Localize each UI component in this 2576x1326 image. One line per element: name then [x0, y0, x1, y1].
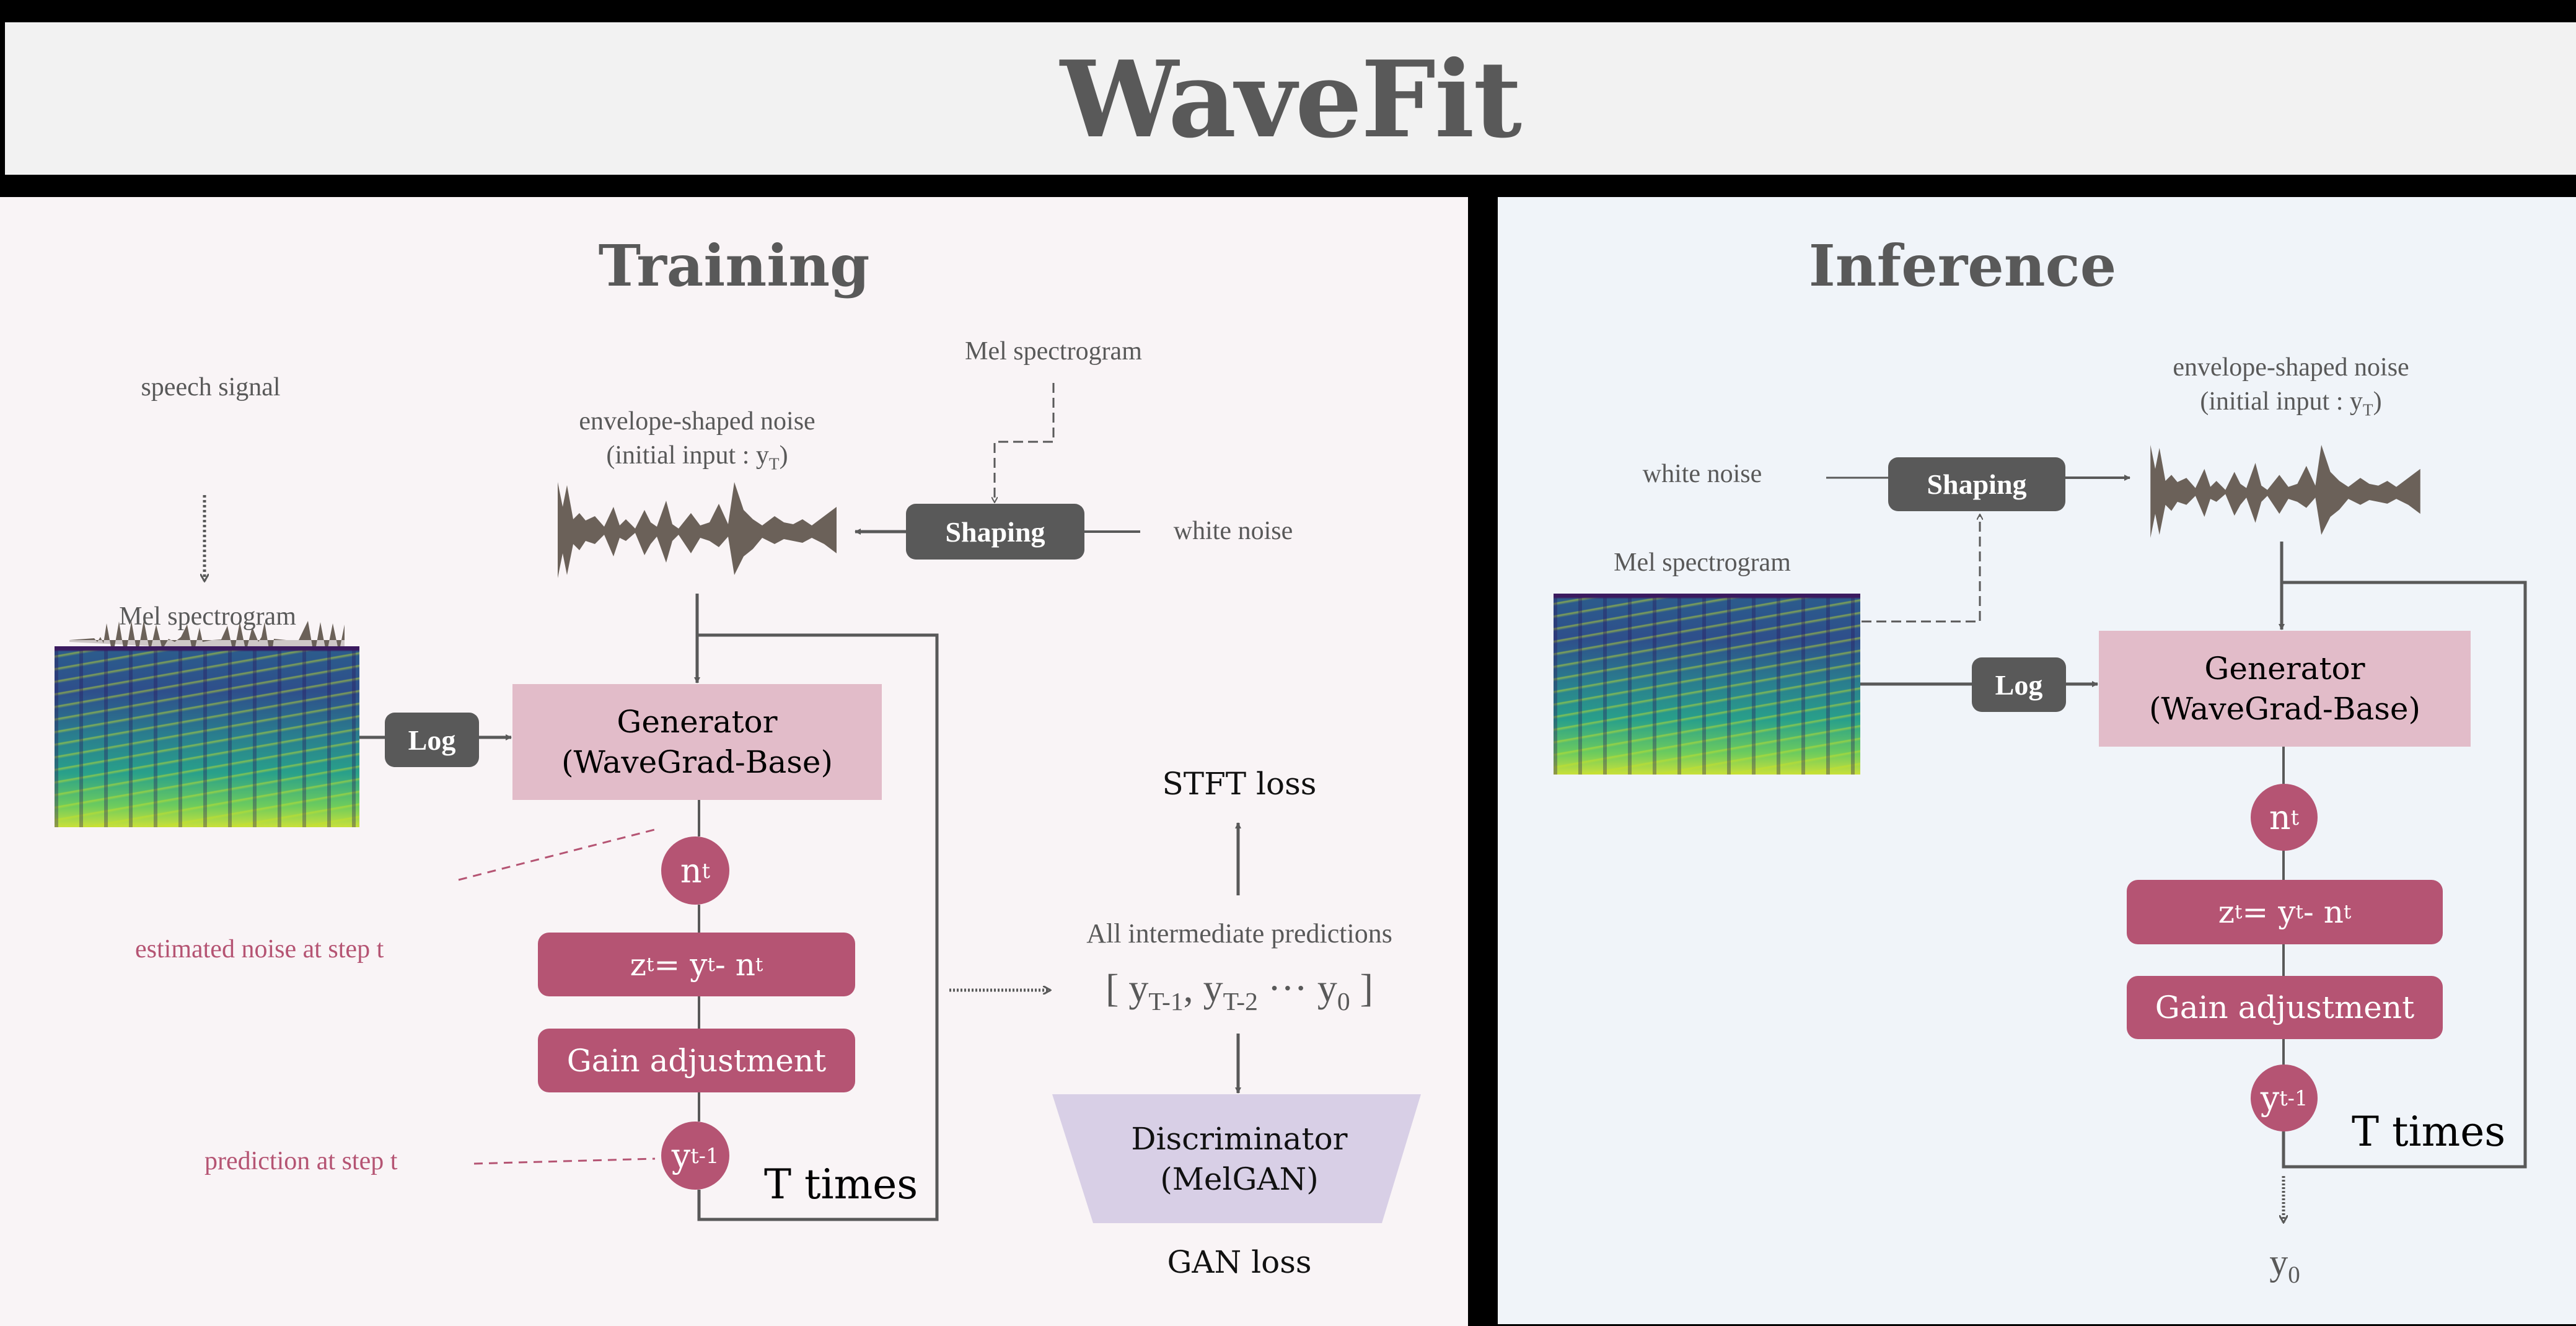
seq-y2: y [1203, 966, 1223, 1010]
training-shaping-box: Shaping [906, 504, 1084, 560]
seq-open: [ [1106, 966, 1129, 1010]
discriminator-label: Discriminator (MelGAN) [1115, 1119, 1363, 1200]
inference-gain-box: Gain adjustment [2127, 976, 2443, 1039]
yt1-sub: t-1 [690, 1143, 719, 1168]
seq-y1-sub: T-1 [1148, 986, 1184, 1016]
eq-y-sub: t [707, 953, 715, 976]
page-title: WaveFit [1060, 38, 1522, 162]
inference-mel-label: Mel spectrogram [1614, 548, 1791, 577]
inf-eq-n-sub: t [2343, 901, 2352, 923]
inference-white-noise-label: white noise [1642, 460, 1762, 488]
training-connectors [0, 383, 1241, 1221]
training-white-noise-label: white noise [1173, 517, 1293, 545]
discriminator-shape [1052, 1094, 1421, 1223]
training-panel: Training speech signal Mel spectrogram L… [0, 197, 1468, 1326]
discriminator-line1: Discriminator [1131, 1121, 1348, 1157]
inference-mel-spectrogram [1554, 594, 1860, 775]
inf-eq-n: - n [2303, 894, 2344, 930]
seq-close: ] [1350, 966, 1373, 1010]
prediction-note: prediction at step t [204, 1147, 398, 1175]
inference-envelope-label: envelope-shaped noise (initial input : y… [2130, 351, 2452, 421]
eq-z: z [630, 946, 646, 983]
speech-signal-label: speech signal [141, 373, 281, 402]
y0-main: y [2269, 1242, 2288, 1283]
seq-y1: y [1128, 966, 1149, 1010]
envelope-line2-prefix: (initial input : y [606, 441, 769, 470]
training-shaping-label: Shaping [945, 516, 1045, 548]
training-title: Training [598, 232, 870, 299]
inference-shaping-label: Shaping [1927, 468, 2027, 500]
inference-connectors [1826, 475, 2527, 1324]
inference-output-y0: y0 [2223, 1238, 2347, 1291]
nt-main: n [680, 851, 702, 890]
inference-title: Inference [1808, 232, 2117, 299]
gan-loss-label: GAN loss [1167, 1244, 1312, 1280]
envelope-line1: envelope-shaped noise [579, 407, 815, 436]
inf-eq-z-sub: t [2234, 901, 2243, 923]
inf-envelope-line2-prefix: (initial input : y [2200, 387, 2363, 416]
inference-t-times: T times [2352, 1108, 2506, 1156]
inference-log-box: Log [1972, 657, 2066, 712]
generator-line1: Generator [617, 703, 778, 740]
inf-envelope-line1: envelope-shaped noise [2173, 353, 2409, 382]
seq-y2-sub: T-2 [1223, 986, 1258, 1016]
inf-envelope-line2-sub: T [2362, 400, 2373, 419]
yt1-main: y [671, 1136, 691, 1175]
intermediate-predictions-label: All intermediate predictions [1086, 918, 1392, 949]
stft-loss-label: STFT loss [1162, 766, 1317, 802]
discriminator-line2: (MelGAN) [1160, 1161, 1319, 1197]
intermediate-predictions-seq: [ yT-1, yT-2 ··· y0 ] [1053, 962, 1425, 1018]
training-yt1-node: y t-1 [661, 1122, 729, 1190]
inf-nt-sub: t [2290, 805, 2300, 830]
training-log-label: Log [408, 724, 456, 756]
training-mel-top-label: Mel spectrogram [965, 337, 1142, 366]
seq-y0-sub: 0 [1337, 986, 1350, 1016]
inf-gain-label: Gain adjustment [2155, 990, 2415, 1025]
inf-eq-z: z [2218, 894, 2235, 930]
inf-envelope-line2-suffix: ) [2373, 387, 2382, 416]
inf-eq-y: = y [2242, 894, 2296, 930]
generator-line2: (WaveGrad-Base) [561, 744, 833, 780]
inf-nt-main: n [2269, 797, 2291, 837]
inference-panel: Inference white noise Shaping envelope-s… [1498, 197, 2576, 1324]
training-envelope-waveform [558, 482, 837, 578]
seq-comma: , [1183, 966, 1203, 1010]
training-t-times: T times [764, 1161, 918, 1208]
nt-sub: t [701, 858, 711, 883]
envelope-line2-suffix: ) [779, 441, 788, 470]
training-mel-label: Mel spectrogram [119, 602, 296, 631]
inference-shaping-box: Shaping [1888, 457, 2065, 511]
inf-generator-line2: (WaveGrad-Base) [2148, 690, 2421, 727]
training-gain-box: Gain adjustment [538, 1029, 855, 1092]
training-log-box: Log [385, 713, 479, 767]
inf-eq-y-sub: t [2295, 901, 2303, 923]
eq-z-sub: t [646, 953, 654, 976]
gain-label: Gain adjustment [566, 1042, 827, 1079]
training-envelope-label: envelope-shaped noise (initial input : y… [533, 405, 861, 475]
estimated-noise-note: estimated noise at step t [135, 935, 384, 964]
eq-n: - n [714, 946, 755, 983]
eq-n-sub: t [755, 953, 763, 976]
seq-dots: ··· [1257, 966, 1317, 1010]
y0-sub: 0 [2288, 1262, 2300, 1288]
training-generator-box: Generator (WaveGrad-Base) [512, 684, 882, 800]
inference-log-label: Log [1995, 669, 2043, 701]
inf-yt1-main: y [2260, 1078, 2280, 1118]
inference-envelope-waveform [2150, 445, 2420, 538]
envelope-line2-sub: T [768, 454, 780, 473]
training-mel-spectrogram [55, 646, 359, 827]
inf-yt1-sub: t-1 [2279, 1086, 2308, 1110]
eq-y: = y [654, 946, 708, 983]
inf-generator-line1: Generator [2204, 650, 2365, 687]
inference-yt1-node: y t-1 [2251, 1065, 2318, 1131]
seq-y0: y [1317, 966, 1337, 1010]
inference-generator-box: Generator (WaveGrad-Base) [2099, 631, 2471, 747]
header-banner: WaveFit [5, 22, 2576, 175]
